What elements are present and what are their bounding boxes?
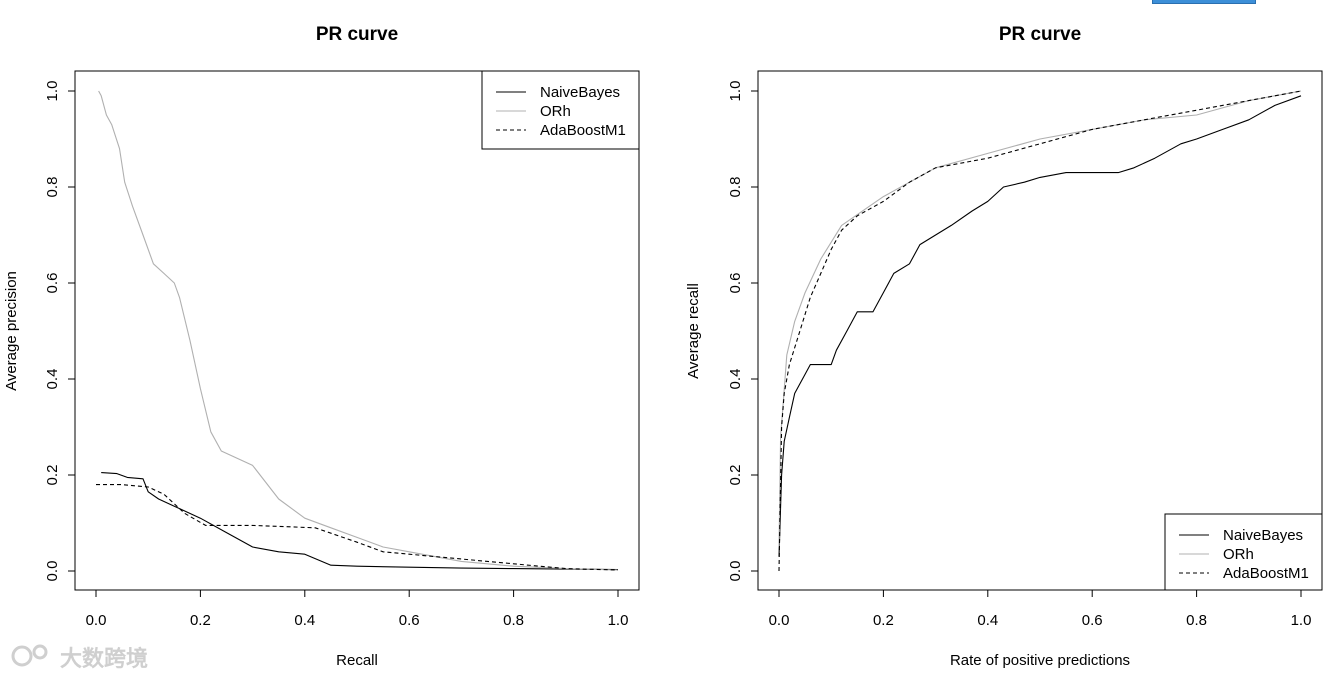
series-line-orh: [778, 90, 1302, 548]
chart-right-legend-box: [1164, 513, 1323, 591]
x-tick-label: 0.0: [769, 612, 790, 629]
chart-left-x-axis-label: Recall: [336, 652, 378, 669]
chart-left-legend-box: [481, 70, 640, 150]
chart-right-plot-frame: [757, 70, 1323, 591]
y-tick-label: 0.8: [727, 177, 744, 198]
y-tick-label: 1.0: [727, 81, 744, 102]
chart-right-y-ticks: 0.0 0.2 0.4 0.6 0.8 1.0: [727, 81, 758, 582]
chart-left-series: [96, 90, 619, 571]
x-tick-label: 0.4: [977, 612, 998, 629]
series-line-naivebayes: [101, 472, 619, 571]
chart-right-legend: NaiveBayes ORh AdaBoostM1: [1164, 513, 1323, 591]
x-tick-label: 1.0: [1291, 612, 1312, 629]
x-tick-label: 0.0: [86, 612, 107, 629]
chart-left-title: PR curve: [316, 24, 398, 45]
top-toolbar-button-fragment[interactable]: [1152, 0, 1256, 4]
watermark-text: 大数跨境: [60, 646, 148, 671]
x-tick-label: 0.8: [503, 612, 524, 629]
watermark: 大数跨境: [11, 644, 148, 671]
chart-right-series: [778, 90, 1302, 572]
x-tick-label: 0.4: [294, 612, 315, 629]
chart-left: PR curve Recall Average precision 0.0 0.2…: [3, 24, 640, 669]
chart-right-x-ticks: 0.0 0.2 0.4 0.6 0.8 1.0: [769, 589, 1312, 629]
chart-left-legend-label-naivebayes: NaiveBayes: [540, 84, 620, 101]
y-tick-label: 0.0: [727, 561, 744, 582]
chart-right-y-axis-label: Average recall: [685, 283, 702, 379]
chart-right: PR curve Rate of positive predictions Av…: [685, 24, 1323, 669]
y-tick-label: 0.0: [44, 561, 61, 582]
y-tick-label: 0.6: [727, 273, 744, 294]
x-tick-label: 0.2: [873, 612, 894, 629]
y-tick-label: 1.0: [44, 81, 61, 102]
series-line-orh: [98, 90, 619, 571]
y-tick-label: 0.8: [44, 177, 61, 198]
x-tick-label: 0.6: [399, 612, 420, 629]
y-tick-label: 0.2: [44, 465, 61, 486]
chart-right-title: PR curve: [999, 24, 1081, 45]
chart-right-legend-label-orh: ORh: [1223, 546, 1254, 563]
chart-left-legend-label-orh: ORh: [540, 103, 571, 120]
chart-left-legend: NaiveBayes ORh AdaBoostM1: [481, 70, 640, 150]
x-tick-label: 0.8: [1186, 612, 1207, 629]
watermark-logo-icon: [11, 645, 33, 667]
y-tick-label: 0.6: [44, 273, 61, 294]
y-tick-label: 0.2: [727, 465, 744, 486]
y-tick-label: 0.4: [44, 369, 61, 390]
series-line-adaboostm1: [96, 484, 619, 571]
series-line-naivebayes: [778, 95, 1302, 557]
chart-left-legend-label-adaboostm1: AdaBoostM1: [540, 122, 626, 139]
watermark-logo-dot-icon: [32, 644, 48, 660]
x-tick-label: 0.6: [1082, 612, 1103, 629]
y-tick-label: 0.4: [727, 369, 744, 390]
series-line-adaboostm1: [778, 90, 1302, 572]
chart-left-x-ticks: 0.0 0.2 0.4 0.6 0.8 1.0: [86, 589, 629, 629]
x-tick-label: 0.2: [190, 612, 211, 629]
chart-right-x-axis-label: Rate of positive predictions: [950, 652, 1130, 669]
chart-right-legend-label-adaboostm1: AdaBoostM1: [1223, 565, 1309, 582]
chart-left-y-axis-label: Average precision: [3, 271, 20, 391]
chart-left-y-ticks: 0.0 0.2 0.4 0.6 0.8 1.0: [44, 81, 75, 582]
x-tick-label: 1.0: [608, 612, 629, 629]
chart-right-legend-label-naivebayes: NaiveBayes: [1223, 527, 1303, 544]
